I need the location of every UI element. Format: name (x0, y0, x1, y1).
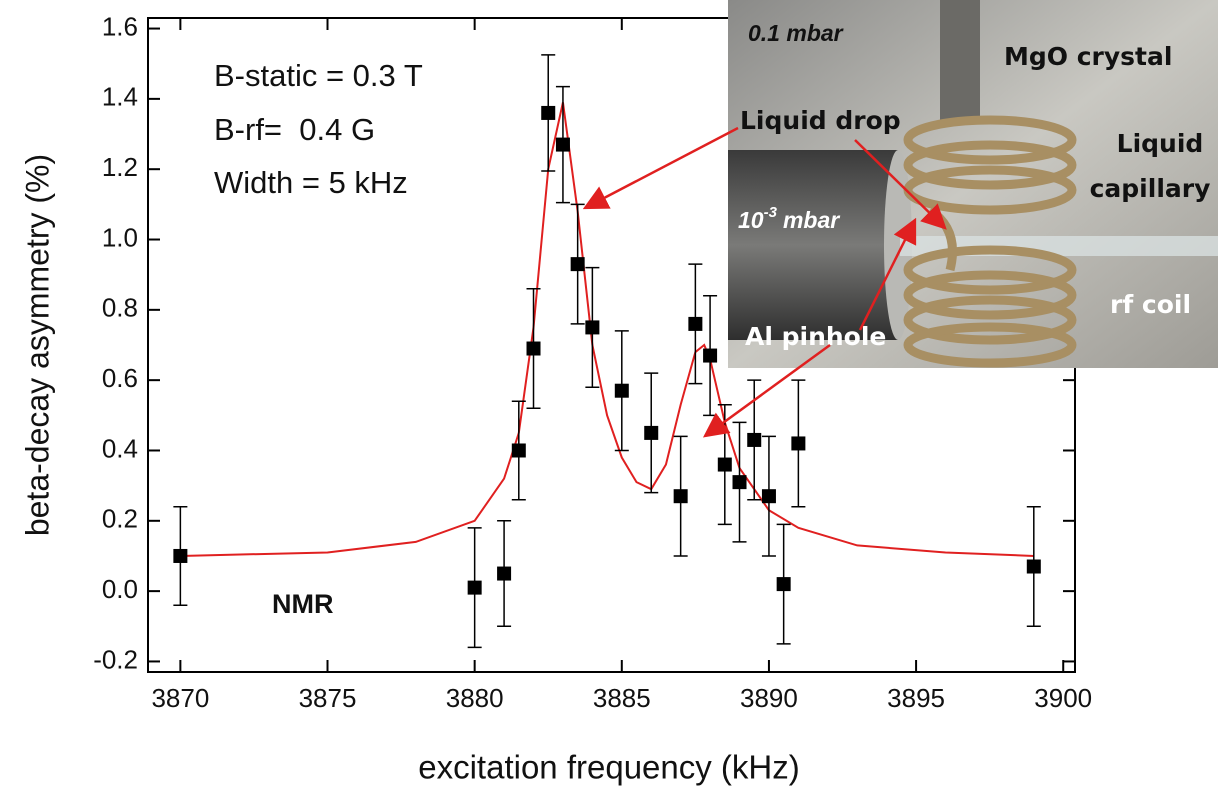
data-point (173, 548, 188, 563)
annotation: B-rf= 0.4 G (214, 112, 375, 147)
data-point (526, 341, 541, 356)
annotation: Width = 5 kHz (214, 165, 408, 200)
inset-label: Liquid (1117, 129, 1204, 158)
pressure-base: 10 (738, 207, 764, 233)
x-tick-label: 3895 (887, 683, 945, 713)
inset-label: MgO crystal (1004, 42, 1172, 71)
x-axis-label: excitation frequency (kHz) (418, 749, 799, 786)
y-tick-label: 0.4 (102, 433, 138, 463)
y-tick-label: 0.2 (102, 504, 138, 534)
y-tick-label: 1.2 (102, 152, 138, 182)
data-point (497, 566, 512, 581)
data-point (541, 105, 556, 120)
y-tick-label: -0.2 (93, 644, 138, 674)
data-point (614, 383, 629, 398)
data-point (791, 436, 806, 451)
y-tick-label: 1.4 (102, 82, 138, 112)
data-point (761, 489, 776, 504)
y-tick-label: 1.6 (102, 11, 138, 41)
x-tick-label: 3900 (1034, 683, 1092, 713)
y-tick-label: 0.0 (102, 574, 138, 604)
data-point (467, 580, 482, 595)
data-point (703, 348, 718, 363)
inset-label: Liquid drop (740, 106, 901, 135)
annotation: B-static = 0.3 T (214, 58, 423, 93)
data-point (717, 457, 732, 472)
x-tick-label: 3880 (446, 683, 504, 713)
x-tick-label: 3890 (740, 683, 798, 713)
inset-label: 10-3 mbar (738, 204, 840, 233)
x-tick-label: 3885 (593, 683, 651, 713)
data-point (570, 257, 585, 272)
pressure-unit: mbar (783, 207, 840, 233)
data-point (511, 443, 526, 458)
annotation: NMR (272, 589, 334, 619)
arrows (582, 126, 947, 438)
y-tick-label: 0.8 (102, 293, 138, 323)
fit-curve (180, 102, 1034, 557)
data-point (776, 577, 791, 592)
plot-area: 3870 3875 3880 3885 3890 3895 3900 -0.2 0.0 0.2 0.… (93, 11, 1092, 712)
inset-label: capillary (1090, 174, 1211, 203)
y-tick-label: 0.6 (102, 363, 138, 393)
x-tick-label: 3875 (299, 683, 357, 713)
y-axis-label: beta-decay asymmetry (%) (19, 154, 55, 536)
data-point (673, 489, 688, 504)
inset-label: 0.1 mbar (748, 20, 844, 46)
data-point (644, 425, 659, 440)
data-point (747, 432, 762, 447)
data-point (1026, 559, 1041, 574)
crystal-holder (940, 0, 980, 120)
data-point (555, 137, 570, 152)
inset-label: rf coil (1110, 290, 1191, 319)
inset-label: Al pinhole (745, 322, 886, 351)
pressure-exponent: -3 (764, 204, 778, 221)
x-tick-label: 3870 (151, 683, 209, 713)
beam-pipe (728, 150, 898, 340)
data-point (732, 475, 747, 490)
data-point (585, 320, 600, 335)
rf-coil (903, 115, 1077, 368)
inset-photo: 0.1 mbar MgO crystal Liquid drop Liquid … (582, 0, 1218, 438)
data-point (688, 316, 703, 331)
y-tick-label: 1.0 (102, 222, 138, 252)
